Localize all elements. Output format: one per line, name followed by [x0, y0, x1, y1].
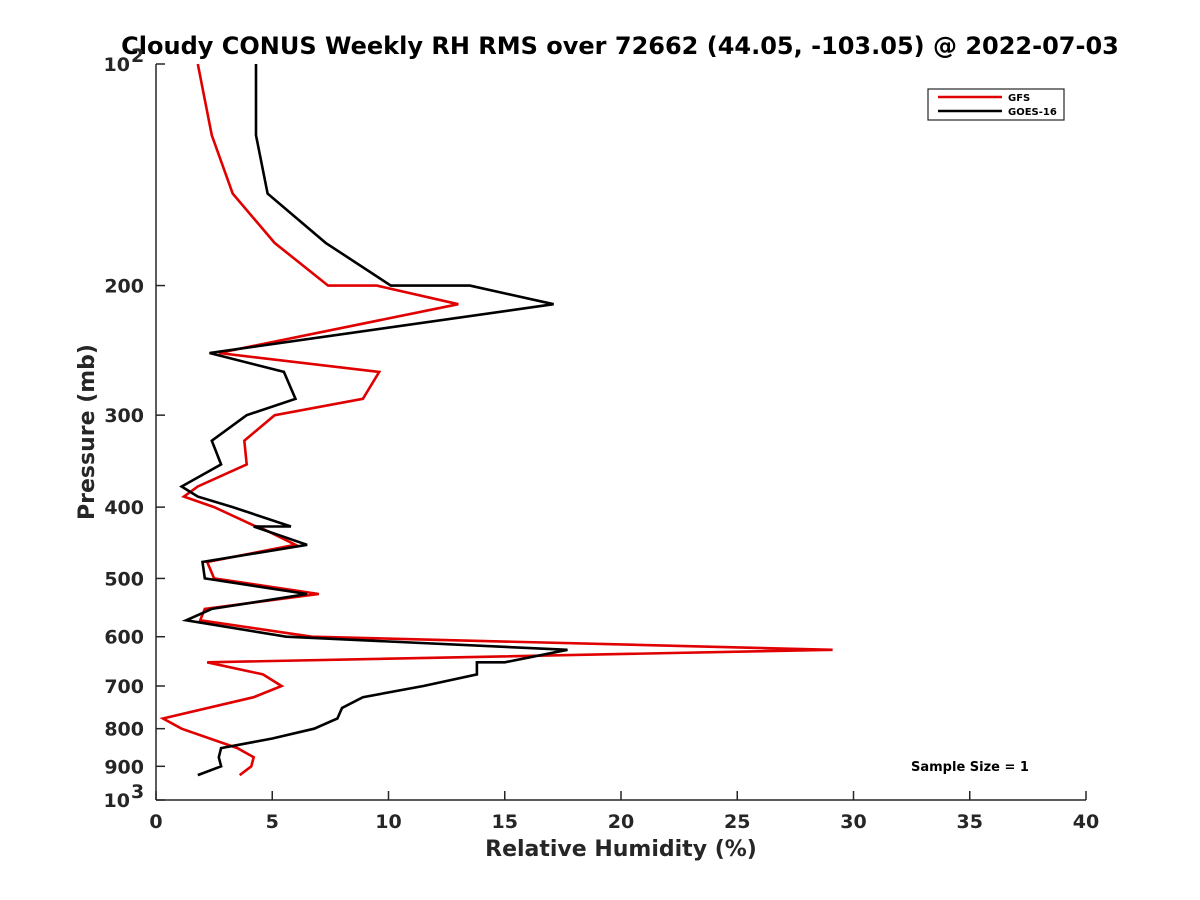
y-tick-label: 600: [104, 627, 144, 649]
y-tick-label: 10: [104, 790, 130, 812]
x-tick-label: 30: [840, 811, 866, 833]
x-tick-label: 20: [608, 811, 634, 833]
y-axis-label: Pressure (mb): [75, 344, 100, 520]
y-tick-label-exponent: 3: [131, 781, 144, 803]
x-ticks: 0 5 10 15 20 25 30 35 40: [149, 791, 1099, 833]
x-axis-label: Relative Humidity (%): [485, 837, 757, 862]
y-tick-label: 400: [104, 497, 144, 519]
series-layer: [159, 63, 833, 777]
series-line-goes-16: [179, 64, 568, 777]
y-tick-label: 900: [104, 756, 144, 778]
x-tick-label: 40: [1073, 811, 1099, 833]
x-tick-label: 5: [266, 811, 279, 833]
x-tick-label: 15: [492, 811, 518, 833]
chart-title: Cloudy CONUS Weekly RH RMS over 72662 (4…: [121, 32, 1119, 60]
legend-box: [927, 88, 1065, 121]
y-tick-label: 800: [104, 719, 144, 741]
sample-size-annotation: Sample Size = 1: [911, 760, 1029, 775]
legend: GFS GOES-16: [927, 88, 1065, 121]
y-tick-label: 700: [104, 676, 144, 698]
x-tick-label: 10: [375, 811, 401, 833]
x-tick-label: 0: [149, 811, 162, 833]
y-tick-label: 10: [104, 54, 130, 76]
y-tick-label: 500: [104, 568, 144, 590]
x-tick-label: 35: [957, 811, 983, 833]
x-tick-label: 25: [724, 811, 750, 833]
y-tick-label: 300: [104, 405, 144, 427]
legend-label: GOES-16: [1008, 107, 1057, 118]
y-tick-label: 200: [104, 276, 144, 298]
legend-label: GFS: [1008, 93, 1030, 104]
y-tick-label-exponent: 2: [131, 45, 144, 67]
